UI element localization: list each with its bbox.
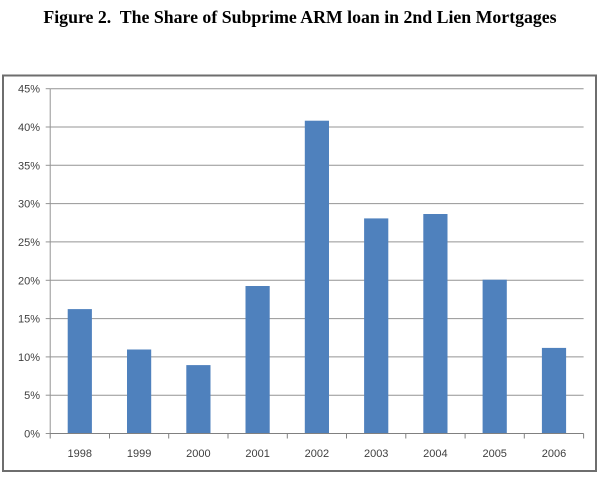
svg-text:2005: 2005 xyxy=(482,448,506,460)
svg-text:30%: 30% xyxy=(18,199,40,211)
svg-text:2003: 2003 xyxy=(364,448,388,460)
svg-text:35%: 35% xyxy=(18,160,40,172)
svg-text:15%: 15% xyxy=(18,314,40,326)
svg-text:0%: 0% xyxy=(24,429,40,441)
svg-text:1999: 1999 xyxy=(127,448,151,460)
svg-text:20%: 20% xyxy=(18,275,40,287)
svg-text:45%: 45% xyxy=(18,84,40,96)
svg-text:5%: 5% xyxy=(24,390,40,402)
svg-text:25%: 25% xyxy=(18,237,40,249)
svg-text:1998: 1998 xyxy=(68,448,92,460)
svg-text:40%: 40% xyxy=(18,122,40,134)
svg-text:10%: 10% xyxy=(18,352,40,364)
svg-text:2004: 2004 xyxy=(423,448,447,460)
svg-text:2000: 2000 xyxy=(186,448,210,460)
svg-text:2001: 2001 xyxy=(245,448,269,460)
svg-text:2006: 2006 xyxy=(542,448,566,460)
svg-text:2002: 2002 xyxy=(305,448,329,460)
